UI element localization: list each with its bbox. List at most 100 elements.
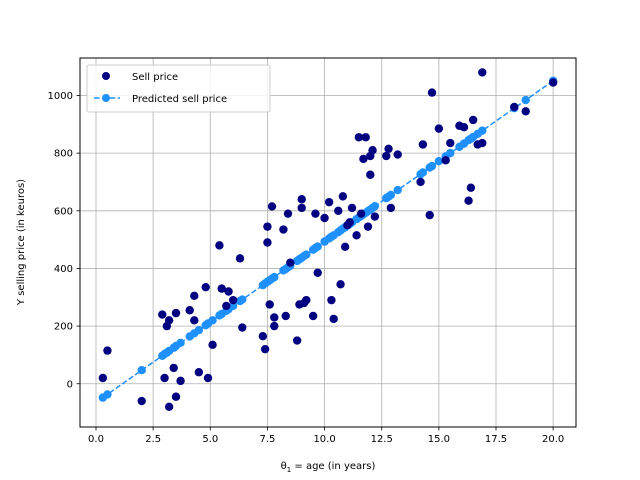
- x-axis-label: θ1 = age (in years): [281, 461, 376, 474]
- sell-price-point: [194, 368, 204, 377]
- sell-price-point: [176, 376, 185, 386]
- x-tick-label: 2.5: [145, 434, 161, 445]
- predicted-point: [418, 168, 428, 177]
- sell-price-point: [393, 150, 402, 159]
- sell-price-point: [302, 295, 311, 305]
- sell-price-point: [464, 196, 473, 205]
- sell-price-point: [169, 363, 178, 373]
- legend-marker-sell-price: [102, 72, 110, 80]
- sell-price-point: [427, 88, 437, 97]
- sell-price-point: [190, 291, 199, 301]
- legend-label-sell-price: Sell price: [132, 72, 178, 83]
- predicted-point: [386, 190, 396, 200]
- sell-price-point: [283, 209, 293, 218]
- sell-price-point: [459, 122, 469, 132]
- sell-price-point: [260, 344, 270, 354]
- predicted-point: [521, 95, 530, 105]
- x-tick-label: 20.0: [542, 434, 564, 445]
- sell-price-point: [311, 209, 320, 218]
- sell-price-point: [521, 107, 530, 116]
- sell-price-point: [235, 254, 245, 263]
- sell-price-point: [279, 225, 288, 234]
- sell-price-point: [327, 295, 336, 305]
- sell-price-point: [334, 206, 343, 215]
- sell-price-point: [292, 336, 302, 345]
- x-tick-label: 10.0: [313, 434, 335, 445]
- sell-price-point: [386, 203, 396, 213]
- sell-price-point: [425, 210, 434, 220]
- predicted-point: [302, 250, 311, 259]
- predicted-point: [176, 338, 185, 348]
- sell-price-point: [359, 154, 368, 164]
- axis-ticks: 0.0 2.5 5.0 7.5 10.0 12.5 15.0 17.5 20.0 0 200 400 6…: [48, 91, 565, 445]
- legend-label-predicted: Predicted sell price: [132, 94, 227, 105]
- sell-price-point: [201, 282, 210, 292]
- sell-price-point: [382, 151, 391, 161]
- sell-price-point: [466, 183, 476, 192]
- predicted-point: [446, 148, 455, 158]
- sell-price-point: [258, 331, 268, 341]
- sell-price-point: [171, 392, 181, 401]
- sell-price-series: [98, 68, 558, 412]
- sell-price-point: [338, 192, 348, 201]
- predicted-point: [137, 366, 146, 375]
- sell-price-point: [418, 140, 428, 149]
- sell-price-point: [320, 213, 329, 223]
- sell-price-point: [297, 195, 306, 204]
- sell-price-point: [171, 308, 181, 318]
- predicted-point: [194, 325, 204, 335]
- x-tick-label: 17.5: [485, 434, 507, 445]
- sell-price-point: [416, 177, 425, 187]
- sell-price-point: [356, 209, 366, 218]
- sell-price-point: [98, 373, 108, 383]
- predicted-point: [434, 157, 444, 166]
- y-axis-label: Y selling price (in keuros): [16, 179, 27, 306]
- sell-price-point: [103, 346, 112, 355]
- x-tick-label: 0.0: [88, 434, 104, 445]
- predicted-point: [238, 295, 247, 304]
- sell-price-point: [297, 203, 306, 213]
- sell-price-point: [347, 203, 357, 213]
- sell-price-point: [267, 202, 277, 211]
- predicted-series: [98, 76, 558, 402]
- sell-price-point: [137, 396, 146, 406]
- sell-price-point: [158, 310, 167, 319]
- sell-price-point: [190, 316, 199, 325]
- predicted-point: [270, 272, 279, 282]
- sell-price-point: [363, 222, 373, 231]
- x-tick-label: 7.5: [259, 434, 275, 445]
- predicted-point: [393, 185, 402, 195]
- y-tick-label: 800: [54, 149, 73, 160]
- legend: Sell price Predicted sell price: [86, 64, 271, 113]
- sell-price-point: [384, 144, 393, 154]
- sell-price-point: [434, 124, 444, 133]
- sell-price-point: [222, 301, 231, 311]
- sell-price-point: [238, 323, 247, 332]
- sell-price-point: [217, 284, 226, 293]
- sell-price-point: [164, 316, 174, 325]
- sell-price-point: [228, 295, 238, 305]
- predicted-point: [103, 390, 112, 399]
- sell-price-point: [164, 402, 174, 412]
- sell-price-point: [265, 300, 274, 309]
- sell-price-point: [203, 373, 213, 383]
- sell-price-point: [370, 212, 380, 221]
- sell-price-point: [329, 314, 338, 324]
- predicted-point: [478, 126, 487, 135]
- sell-price-point: [336, 280, 345, 289]
- sell-price-point: [468, 115, 478, 125]
- sell-price-point: [263, 238, 272, 247]
- sell-price-point: [361, 133, 370, 142]
- predicted-point: [370, 201, 380, 211]
- y-tick-label: 1000: [48, 91, 73, 102]
- sell-price-point: [208, 340, 217, 350]
- sell-price-point: [313, 268, 322, 277]
- sell-price-point: [160, 373, 169, 383]
- legend-box: [86, 64, 271, 113]
- sell-price-point: [510, 102, 519, 112]
- predicted-point: [228, 301, 238, 311]
- y-tick-label: 0: [67, 379, 73, 390]
- sell-price-point: [340, 242, 350, 252]
- sell-price-point: [478, 68, 487, 77]
- grid: [80, 58, 576, 427]
